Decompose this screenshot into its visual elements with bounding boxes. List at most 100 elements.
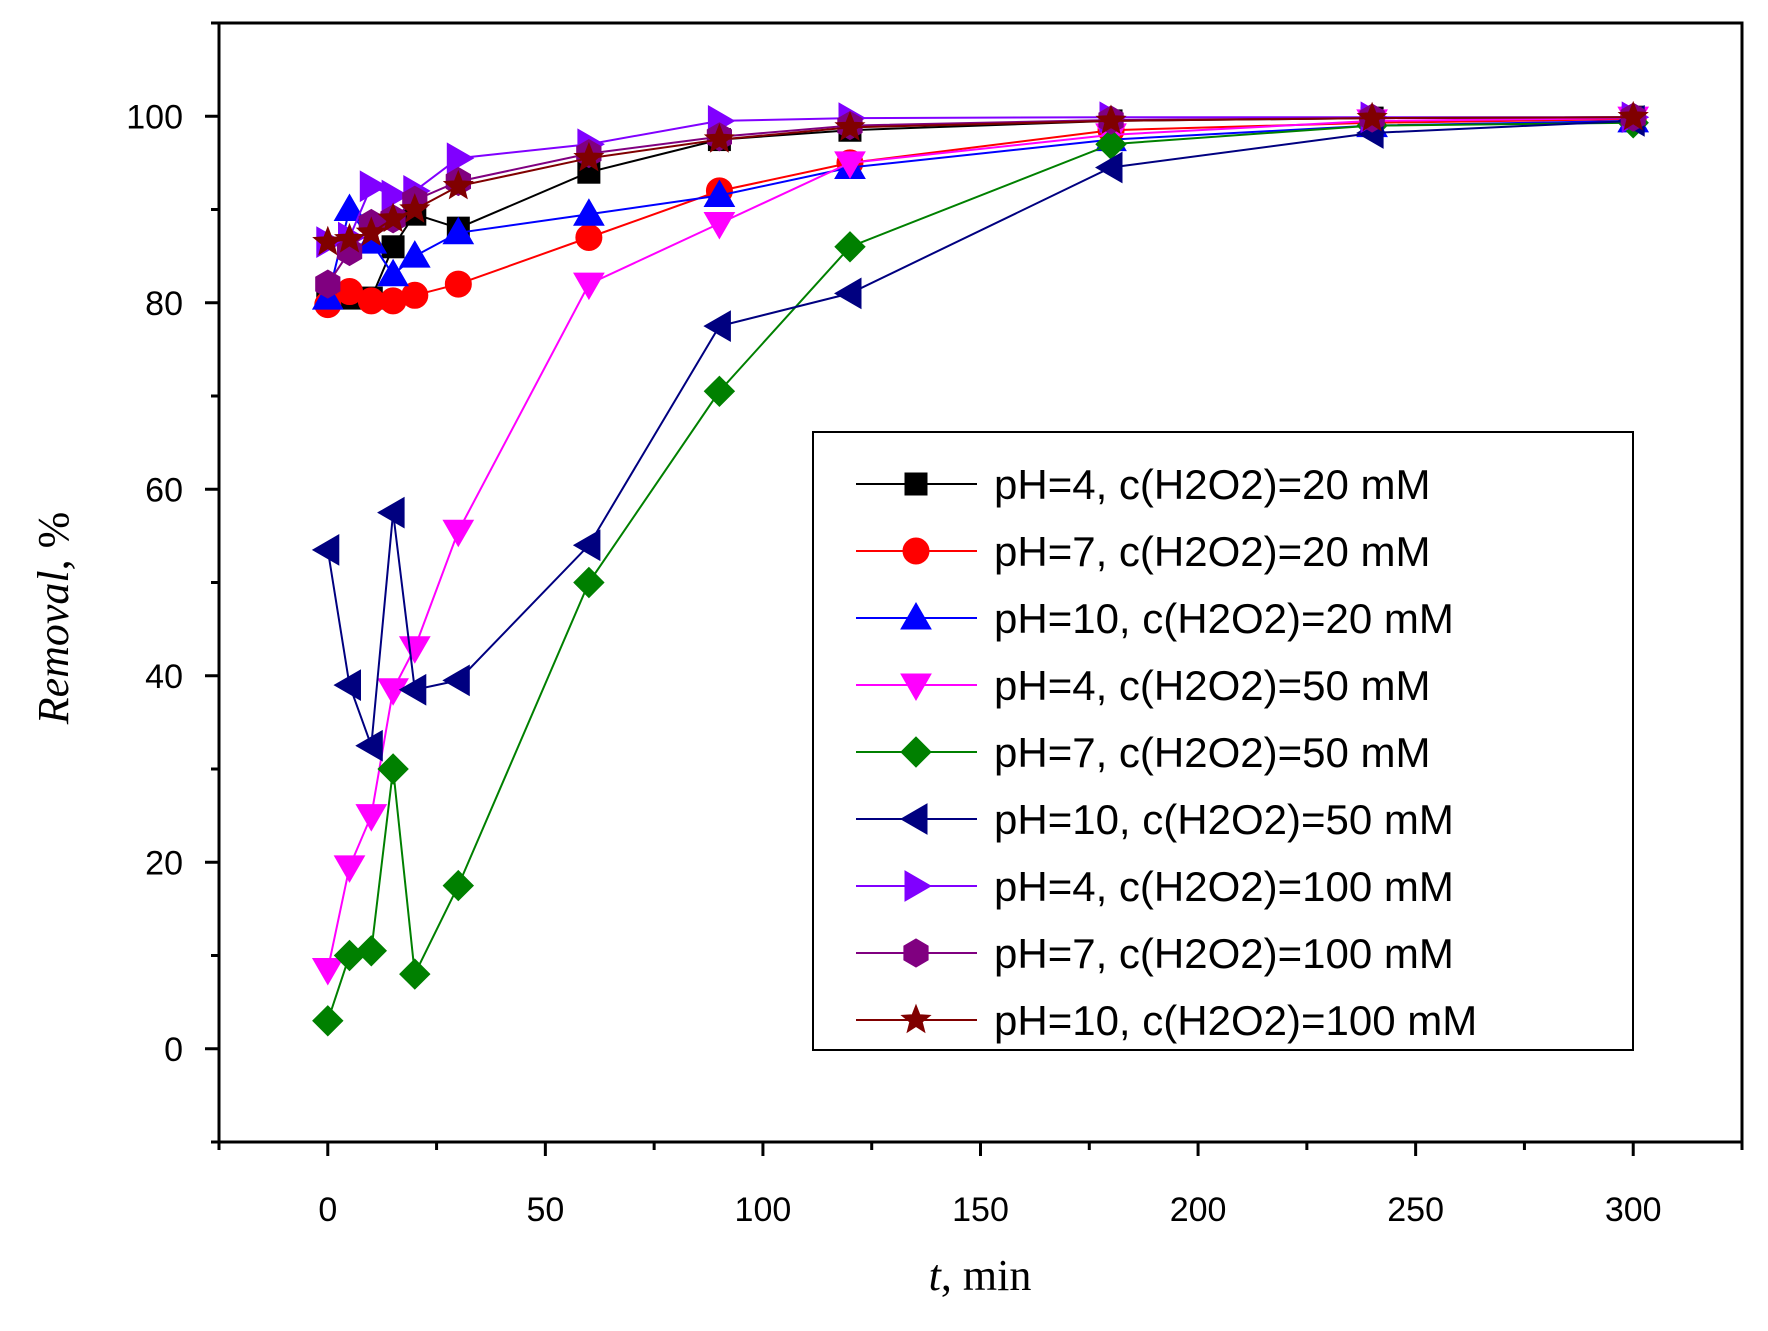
legend-marker [903,938,929,968]
data-point [377,258,409,287]
data-point [355,216,387,247]
data-point [446,142,475,175]
x-tick-label: 100 [735,1191,792,1229]
x-tick-label: 200 [1170,1191,1227,1229]
legend-marker [900,1003,932,1034]
data-point [399,193,431,223]
legend-marker [904,472,928,496]
legend-label: pH=10, c(H2O2)=100 mM [994,997,1477,1044]
data-point [359,170,388,203]
legend-box [812,431,1634,1051]
series-3 [311,104,1650,310]
data-point [572,529,601,562]
y-tick-label: 100 [126,98,183,136]
data-point [333,669,361,701]
data-point [381,235,405,259]
legend-entry: pH=10, c(H2O2)=100 mM [856,997,1477,1044]
legend-label: pH=7, c(H2O2)=50 mM [994,729,1431,776]
series-line [327,118,1634,306]
data-point [573,566,605,599]
legend-label: pH=7, c(H2O2)=100 mM [994,930,1454,977]
data-point [703,123,736,153]
legend-marker [900,673,932,702]
legend-marker [899,803,928,835]
series-line [327,116,1634,300]
data-point [703,212,736,240]
legend-label: pH=4, c(H2O2)=20 mM [994,461,1431,508]
data-point [399,958,431,990]
data-point [401,281,429,309]
legend-label: pH=7, c(H2O2)=20 mM [994,528,1431,575]
data-point [377,202,409,233]
series-line [326,119,1634,747]
data-point [377,496,405,529]
series-1 [316,105,1645,310]
data-point [703,310,731,342]
series-2 [314,105,1647,319]
data-point [311,958,344,986]
legend-label: pH=4, c(H2O2)=50 mM [994,662,1431,709]
data-point [333,222,366,253]
data-point [834,151,866,179]
data-point [1095,104,1127,135]
legend-entry: pH=10, c(H2O2)=20 mM [856,595,1454,642]
legend-entry: pH=4, c(H2O2)=50 mM [856,662,1431,709]
axes: 0 50 100 150 200 250 300 0 20 40 60 80 100 [126,21,1744,1229]
legend: pH=4, c(H2O2)=20 mM pH=7, c(H2O2)=20 mM pH… [812,431,1634,1051]
legend-label: pH=4, c(H2O2)=100 mM [994,863,1454,910]
data-point [442,664,470,697]
data-point [398,636,431,664]
legend-entry: pH=4, c(H2O2)=100 mM [856,863,1454,910]
legend-items: pH=4, c(H2O2)=20 mM pH=7, c(H2O2)=20 mM pH… [856,461,1477,1044]
data-point [355,804,388,832]
data-point [573,141,605,172]
data-point [355,935,388,967]
data-point [312,1005,344,1037]
series-layer [311,100,1650,1037]
x-tick-label: 0 [318,1191,337,1229]
legend-entry: pH=7, c(H2O2)=50 mM [856,729,1431,776]
legend-entry: pH=4, c(H2O2)=20 mM [856,461,1431,508]
x-tick-label: 150 [952,1191,1009,1229]
data-point [377,753,409,785]
data-point [442,519,475,548]
data-point [442,216,475,245]
legend-entry: pH=7, c(H2O2)=20 mM [856,528,1431,575]
x-axis-title: t, min [929,1251,1032,1300]
data-point [355,729,383,762]
data-point [377,678,409,706]
legend-entry: pH=10, c(H2O2)=50 mM [856,796,1454,843]
legend-marker [904,870,933,902]
y-tick-label: 0 [164,1031,183,1069]
data-point [381,179,410,212]
x-tick-label: 50 [526,1191,564,1229]
y-tick-label: 80 [145,285,183,323]
data-point [833,277,862,310]
data-point [573,198,605,226]
data-point [1094,151,1123,184]
legend-marker [900,601,932,630]
data-point [703,375,736,408]
legend-marker [902,537,930,565]
data-point [398,240,431,268]
data-point [442,169,474,200]
data-point [573,272,605,301]
data-point [1617,100,1649,131]
data-point [834,231,866,263]
x-tick-label: 250 [1387,1191,1444,1229]
data-point [333,855,366,883]
y-tick-label: 40 [145,658,183,696]
legend-label: pH=10, c(H2O2)=20 mM [994,595,1454,642]
y-tick-label: 60 [145,471,183,509]
y-tick-label: 20 [145,844,183,882]
data-point [442,869,475,902]
series-9 [312,100,1649,256]
legend-entry: pH=7, c(H2O2)=100 mM [856,930,1454,977]
data-point [575,223,603,251]
data-point [315,269,341,299]
data-point [398,673,427,706]
data-point [1356,101,1388,132]
data-point [311,534,340,566]
data-point [834,111,866,141]
